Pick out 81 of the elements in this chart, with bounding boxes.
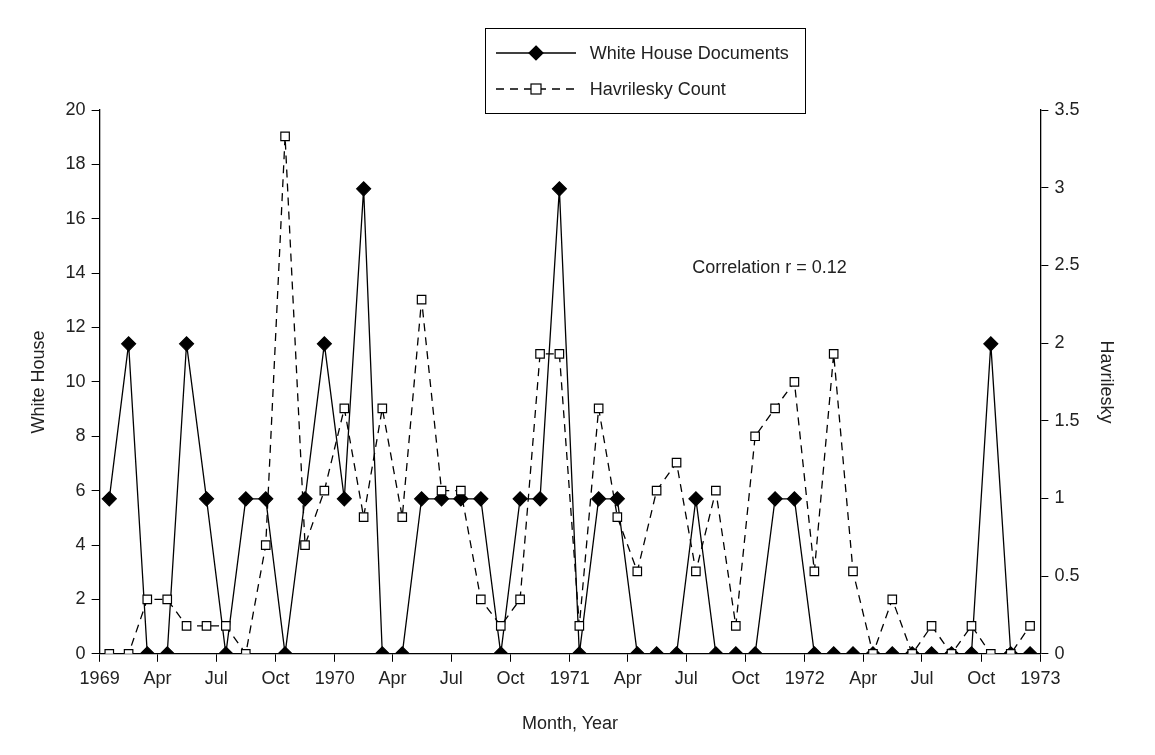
annotation: Correlation r = 0.12 [692,256,847,277]
point [339,403,350,414]
point [593,403,604,414]
point [1025,620,1035,631]
point [300,540,310,550]
x-tick-label: Oct [261,667,290,688]
x-axis-title: Month, Year [521,713,619,734]
y-tick-label: 18 [65,153,86,174]
y-tick-label: 20 [65,98,86,119]
x-tick-label: Jul [439,667,463,688]
point [848,566,858,577]
x-tick-label: 1972 [784,667,825,688]
point [377,403,388,414]
point [319,485,330,496]
point [358,512,369,522]
point [515,594,525,605]
point [711,485,721,496]
point [632,566,643,577]
y2-tick-label: 2.5 [1054,254,1080,275]
x-tick-label: Apr [378,667,407,688]
y2-tick-label: 1 [1054,487,1065,508]
x-tick-label: Jul [204,667,228,688]
point [162,594,173,605]
y-tick-label: 2 [75,588,86,609]
point [750,431,760,442]
y2-tick-label: 3.5 [1054,98,1080,119]
point [201,620,212,631]
y-tick-label: 0 [75,642,86,663]
point [828,349,839,359]
point [966,620,977,631]
point [651,485,662,496]
x-tick-label: 1969 [79,667,120,688]
y-tick-label: 16 [65,207,86,228]
x-tick-label: Oct [967,667,996,688]
y-tick-label: 8 [75,425,86,446]
y-tick-label: 14 [65,262,86,283]
y-tick-label: 4 [75,534,86,555]
x-tick-label: 1970 [314,667,355,688]
point [436,485,447,496]
y2-tick-label: 1.5 [1054,409,1080,430]
point [475,594,486,605]
y2-tick-label: 3 [1054,176,1065,197]
legend-label: Havrilesky Count [589,78,726,100]
y2-tick-label: 0 [1054,642,1065,663]
point [142,594,153,605]
point [220,620,231,631]
point [535,349,545,359]
point [770,403,780,414]
point [887,594,898,605]
y2-axis-title: Havrilesky [1097,340,1118,424]
y-tick-label: 10 [65,370,86,391]
y-tick-label: 6 [75,479,86,500]
x-tick-label: Jul [674,667,698,688]
y2-tick-label: 2 [1054,332,1065,353]
x-tick-label: Oct [496,667,525,688]
point [260,540,271,550]
y-tick-label: 12 [65,316,86,337]
x-tick-label: 1973 [1020,667,1061,688]
point [612,512,623,522]
point [789,377,800,387]
x-tick-label: Apr [613,667,642,688]
point [181,620,192,631]
point [280,131,290,142]
point [554,349,565,359]
point [456,485,466,496]
point [574,620,585,631]
x-tick-label: Oct [731,667,760,688]
point [495,620,506,631]
y-axis-title: White House [27,330,48,434]
point [730,620,741,631]
legend-label: White House Documents [589,42,789,64]
point [671,457,682,468]
point [691,566,701,577]
x-tick-label: Apr [143,667,172,688]
point [809,566,820,577]
x-tick-label: 1971 [549,667,590,688]
point [926,620,937,631]
x-tick-label: Jul [910,667,934,688]
y2-tick-label: 0.5 [1054,565,1080,586]
x-tick-label: Apr [849,667,878,688]
point [397,512,408,522]
